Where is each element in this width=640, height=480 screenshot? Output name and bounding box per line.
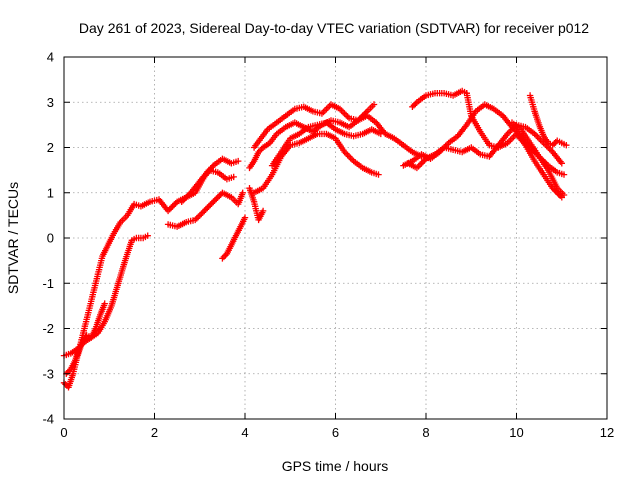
- data-point: [101, 300, 108, 307]
- data-point: [208, 200, 215, 207]
- data-point: [563, 142, 570, 149]
- x-tick-label: 8: [422, 425, 429, 440]
- data-point: [412, 100, 419, 107]
- y-tick-label: 4: [47, 50, 54, 65]
- data-point: [211, 197, 218, 204]
- data-point: [205, 203, 212, 210]
- data-point: [170, 201, 178, 208]
- data-point: [199, 209, 206, 216]
- data-point: [410, 102, 418, 109]
- data-point: [239, 189, 246, 196]
- data-point: [210, 198, 217, 205]
- data-point: [418, 160, 425, 167]
- data-point: [375, 171, 382, 178]
- x-tick-label: 0: [60, 425, 67, 440]
- data-point: [377, 130, 384, 138]
- y-tick-label: -4: [42, 412, 54, 427]
- x-tick-label: 10: [509, 425, 523, 440]
- data-point: [409, 103, 416, 110]
- data-point: [219, 255, 226, 262]
- series-track-h: [250, 101, 378, 151]
- series-track-d: [164, 189, 246, 230]
- grid-layer: [64, 57, 607, 419]
- y-axis-label: SDTVAR / TECUs: [5, 182, 21, 294]
- data-point: [344, 151, 351, 159]
- data-point: [419, 158, 427, 165]
- x-tick-label: 12: [600, 425, 614, 440]
- y-tick-label: -3: [42, 366, 54, 381]
- data-point: [259, 207, 267, 215]
- data-point: [207, 201, 214, 208]
- data-point: [167, 204, 175, 211]
- data-point: [507, 136, 514, 144]
- series-track-b: [60, 300, 108, 391]
- x-tick-label: 6: [332, 425, 339, 440]
- series-track-k: [268, 119, 384, 169]
- x-tick-label: 2: [151, 425, 158, 440]
- data-point: [169, 203, 176, 210]
- data-point: [560, 171, 568, 178]
- data-point: [546, 145, 553, 153]
- chart-title: Day 261 of 2023, Sidereal Day-to-day VTE…: [79, 20, 589, 36]
- series-track-p: [526, 92, 570, 149]
- series-track-q: [508, 119, 568, 199]
- y-tick-label: 2: [47, 140, 54, 155]
- series-track-e: [178, 166, 237, 205]
- data-marks: [60, 87, 570, 391]
- y-tick-label: 3: [47, 95, 54, 110]
- series-track-f: [219, 214, 249, 262]
- data-point: [230, 173, 237, 181]
- data-point: [235, 157, 242, 165]
- x-axis-label: GPS time / hours: [282, 458, 389, 474]
- x-tick-label: 4: [241, 425, 248, 440]
- series-track-c: [63, 155, 242, 377]
- data-point: [443, 141, 451, 148]
- data-point: [204, 204, 211, 211]
- y-tick-label: 0: [47, 231, 54, 246]
- data-point: [213, 195, 220, 202]
- data-point: [370, 101, 378, 108]
- data-point: [196, 212, 203, 219]
- series-track-j: [246, 185, 267, 224]
- data-point: [560, 191, 568, 199]
- y-tick-label: -1: [42, 276, 54, 291]
- data-point: [198, 210, 205, 218]
- data-point: [241, 214, 249, 221]
- y-tick-label: 1: [47, 185, 54, 200]
- series-track-n: [409, 87, 470, 110]
- series-track-o: [463, 90, 565, 201]
- data-point: [144, 232, 151, 239]
- data-point: [214, 194, 221, 201]
- data-point: [558, 160, 565, 167]
- y-tick-label: -2: [42, 321, 54, 336]
